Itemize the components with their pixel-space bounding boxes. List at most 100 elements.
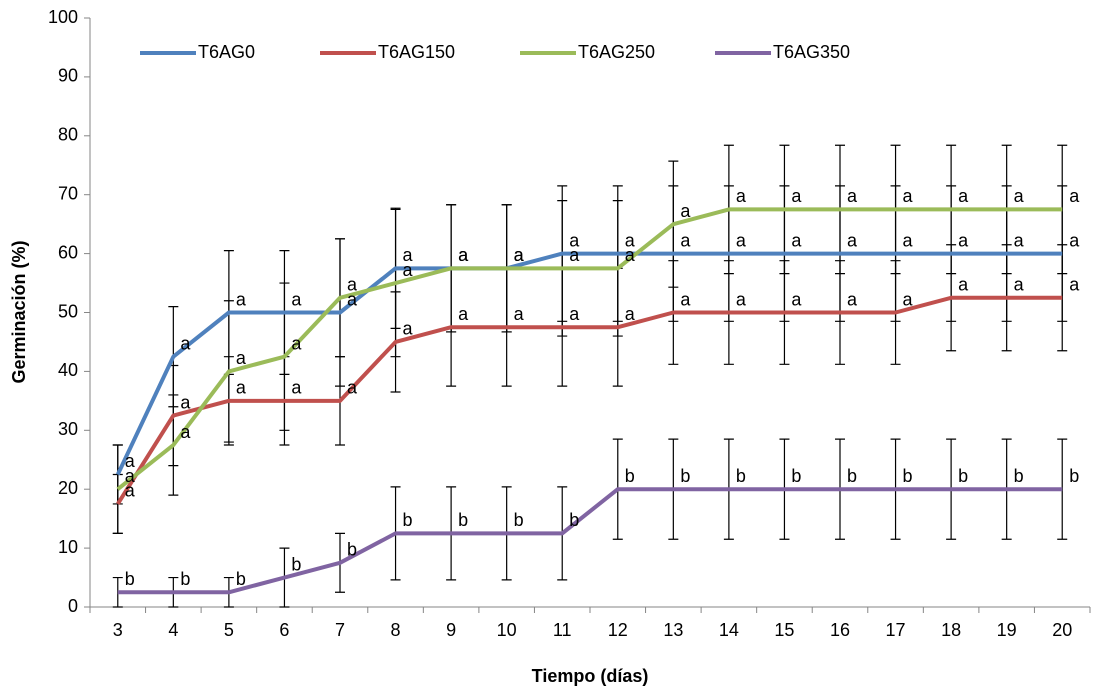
significance-letter: a xyxy=(847,230,858,250)
significance-letter: a xyxy=(1069,230,1080,250)
significance-letter: a xyxy=(291,333,302,353)
legend-label: T6AG350 xyxy=(773,42,850,62)
series-line xyxy=(117,487,1063,595)
significance-letter: a xyxy=(625,230,636,250)
significance-letter: a xyxy=(569,304,580,324)
x-axis-title: Tiempo (días) xyxy=(532,666,649,686)
significance-letter: a xyxy=(514,245,525,265)
significance-letter: a xyxy=(458,245,469,265)
significance-letter: b xyxy=(1069,466,1079,486)
significance-letter: a xyxy=(1014,186,1025,206)
significance-letter: a xyxy=(125,451,136,471)
significance-letter: a xyxy=(236,289,247,309)
significance-letter: a xyxy=(291,289,302,309)
significance-letter: a xyxy=(625,304,636,324)
significance-letter: a xyxy=(791,186,802,206)
x-tick-label: 14 xyxy=(719,620,739,640)
significance-letter: a xyxy=(958,186,969,206)
y-tick-label: 100 xyxy=(48,7,78,27)
significance-letter: a xyxy=(125,466,136,486)
significance-letter: a xyxy=(1014,275,1025,295)
x-tick-label: 8 xyxy=(391,620,401,640)
significance-letter: a xyxy=(236,348,247,368)
significance-letter: a xyxy=(291,378,302,398)
significance-letter: a xyxy=(680,230,691,250)
significance-letter: a xyxy=(736,230,747,250)
x-tick-label: 16 xyxy=(830,620,850,640)
significance-letter: a xyxy=(847,289,858,309)
significance-letter: a xyxy=(125,481,136,501)
significance-letter: a xyxy=(403,260,414,280)
x-tick-label: 20 xyxy=(1052,620,1072,640)
significance-letter: b xyxy=(291,554,301,574)
y-tick-label: 90 xyxy=(58,66,78,86)
significance-letter: a xyxy=(458,245,469,265)
significance-letter: a xyxy=(625,245,636,265)
significance-letter: a xyxy=(1014,230,1025,250)
significance-letter: a xyxy=(1069,186,1080,206)
significance-letter: a xyxy=(236,378,247,398)
significance-letter: b xyxy=(403,510,413,530)
significance-letter: a xyxy=(791,230,802,250)
x-tick-label: 4 xyxy=(168,620,178,640)
significance-letter: a xyxy=(680,201,691,221)
significance-letter: b xyxy=(847,466,857,486)
x-tick-label: 6 xyxy=(279,620,289,640)
significance-letter: b xyxy=(680,466,690,486)
x-tick-label: 13 xyxy=(663,620,683,640)
x-tick-label: 7 xyxy=(335,620,345,640)
significance-letter: a xyxy=(569,245,580,265)
y-tick-label: 10 xyxy=(58,537,78,557)
significance-letter: a xyxy=(458,304,469,324)
significance-letter: b xyxy=(736,466,746,486)
legend-label: T6AG0 xyxy=(198,42,255,62)
significance-letter: a xyxy=(791,289,802,309)
significance-letter: a xyxy=(514,245,525,265)
significance-letter: b xyxy=(514,510,524,530)
series-line xyxy=(115,251,1063,476)
significance-letter: a xyxy=(569,230,580,250)
significance-letter: a xyxy=(347,378,358,398)
series-line xyxy=(116,207,1063,491)
significance-letter: a xyxy=(736,186,747,206)
significance-letter: a xyxy=(403,319,414,339)
significance-letter: a xyxy=(847,186,858,206)
significance-letter: b xyxy=(1014,466,1024,486)
x-tick-label: 11 xyxy=(553,620,572,640)
series-line xyxy=(116,295,1063,505)
significance-letter: a xyxy=(180,392,191,412)
x-tick-label: 15 xyxy=(774,620,794,640)
significance-letter: b xyxy=(180,569,190,589)
x-tick-label: 3 xyxy=(113,620,123,640)
x-tick-label: 12 xyxy=(608,620,628,640)
significance-letter: b xyxy=(903,466,913,486)
y-axis-title: Germinación (%) xyxy=(9,240,29,383)
significance-letter: a xyxy=(736,289,747,309)
significance-letter: a xyxy=(347,289,358,309)
significance-letter: a xyxy=(903,186,914,206)
x-tick-label: 10 xyxy=(497,620,517,640)
significance-letter: b xyxy=(569,510,579,530)
x-tick-label: 5 xyxy=(224,620,234,640)
legend-label: T6AG250 xyxy=(578,42,655,62)
x-tick-label: 9 xyxy=(446,620,456,640)
significance-letter: b xyxy=(125,569,135,589)
significance-letter: a xyxy=(958,230,969,250)
significance-letter: a xyxy=(680,289,691,309)
y-tick-label: 0 xyxy=(68,596,78,616)
significance-letter: b xyxy=(458,510,468,530)
significance-letter: a xyxy=(403,245,414,265)
significance-letter: b xyxy=(791,466,801,486)
x-tick-label: 19 xyxy=(997,620,1017,640)
y-tick-label: 30 xyxy=(58,419,78,439)
x-tick-label: 17 xyxy=(886,620,906,640)
y-tick-label: 50 xyxy=(58,301,78,321)
significance-letter: a xyxy=(903,230,914,250)
significance-letter: b xyxy=(347,540,357,560)
y-tick-label: 20 xyxy=(58,478,78,498)
x-tick-label: 18 xyxy=(941,620,961,640)
y-tick-label: 70 xyxy=(58,183,78,203)
significance-letter: a xyxy=(903,289,914,309)
significance-letter: a xyxy=(958,275,969,295)
